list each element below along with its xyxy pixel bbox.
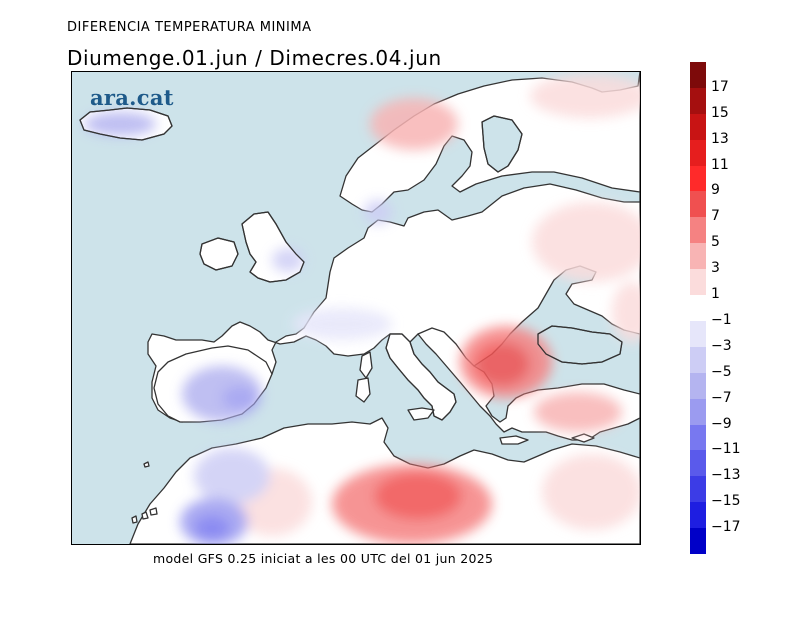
ara-cat-logo: ara.cat bbox=[90, 85, 174, 110]
legend-label: 9 bbox=[711, 182, 720, 199]
map-canvas bbox=[72, 72, 640, 544]
legend-swatch bbox=[690, 165, 706, 192]
coastline bbox=[79, 107, 623, 421]
legend-label: −9 bbox=[711, 415, 732, 432]
legend-label: −11 bbox=[711, 441, 741, 458]
legend-swatch bbox=[690, 139, 706, 167]
legend-label: −1 bbox=[711, 311, 732, 328]
legend-swatch bbox=[690, 191, 706, 218]
legend-swatch bbox=[690, 372, 706, 400]
legend-swatch bbox=[690, 269, 706, 296]
legend-swatch bbox=[690, 476, 706, 503]
legend-label: 13 bbox=[711, 130, 729, 147]
legend-swatch bbox=[690, 62, 706, 89]
legend-label: −15 bbox=[711, 493, 741, 510]
legend-swatch bbox=[690, 424, 706, 451]
legend-label: 5 bbox=[711, 234, 720, 251]
legend-swatch bbox=[690, 502, 706, 529]
legend-swatch bbox=[690, 450, 706, 477]
legend-swatch bbox=[690, 217, 706, 244]
anomaly-shading bbox=[84, 74, 640, 544]
legend-label: −17 bbox=[711, 519, 741, 536]
legend-label: −13 bbox=[711, 467, 741, 484]
legend-label: 15 bbox=[711, 104, 729, 121]
map-title: DIFERENCIA TEMPERATURA MINIMA bbox=[67, 20, 312, 35]
legend-swatch bbox=[690, 113, 706, 141]
map-area: ara.cat bbox=[72, 72, 640, 544]
legend-label: −5 bbox=[711, 363, 732, 380]
legend-label: 17 bbox=[711, 78, 729, 95]
legend-label: 11 bbox=[711, 156, 729, 173]
legend-swatch bbox=[690, 87, 706, 115]
legend-swatch bbox=[690, 295, 706, 322]
model-footer: model GFS 0.25 iniciat a les 00 UTC del … bbox=[153, 551, 494, 566]
legend-swatch bbox=[690, 243, 706, 270]
legend-swatch bbox=[690, 528, 706, 555]
legend-label: 7 bbox=[711, 208, 720, 225]
legend-swatch bbox=[690, 320, 706, 348]
legend-label: −7 bbox=[711, 389, 732, 406]
legend-swatch bbox=[690, 346, 706, 374]
legend-label: −3 bbox=[711, 337, 732, 354]
map-subtitle: Diumenge.01.jun / Dimecres.04.jun bbox=[67, 46, 442, 70]
legend-swatch bbox=[690, 398, 706, 426]
legend-label: 3 bbox=[711, 260, 720, 277]
legend-label: 1 bbox=[711, 286, 720, 303]
color-legend bbox=[690, 62, 706, 555]
